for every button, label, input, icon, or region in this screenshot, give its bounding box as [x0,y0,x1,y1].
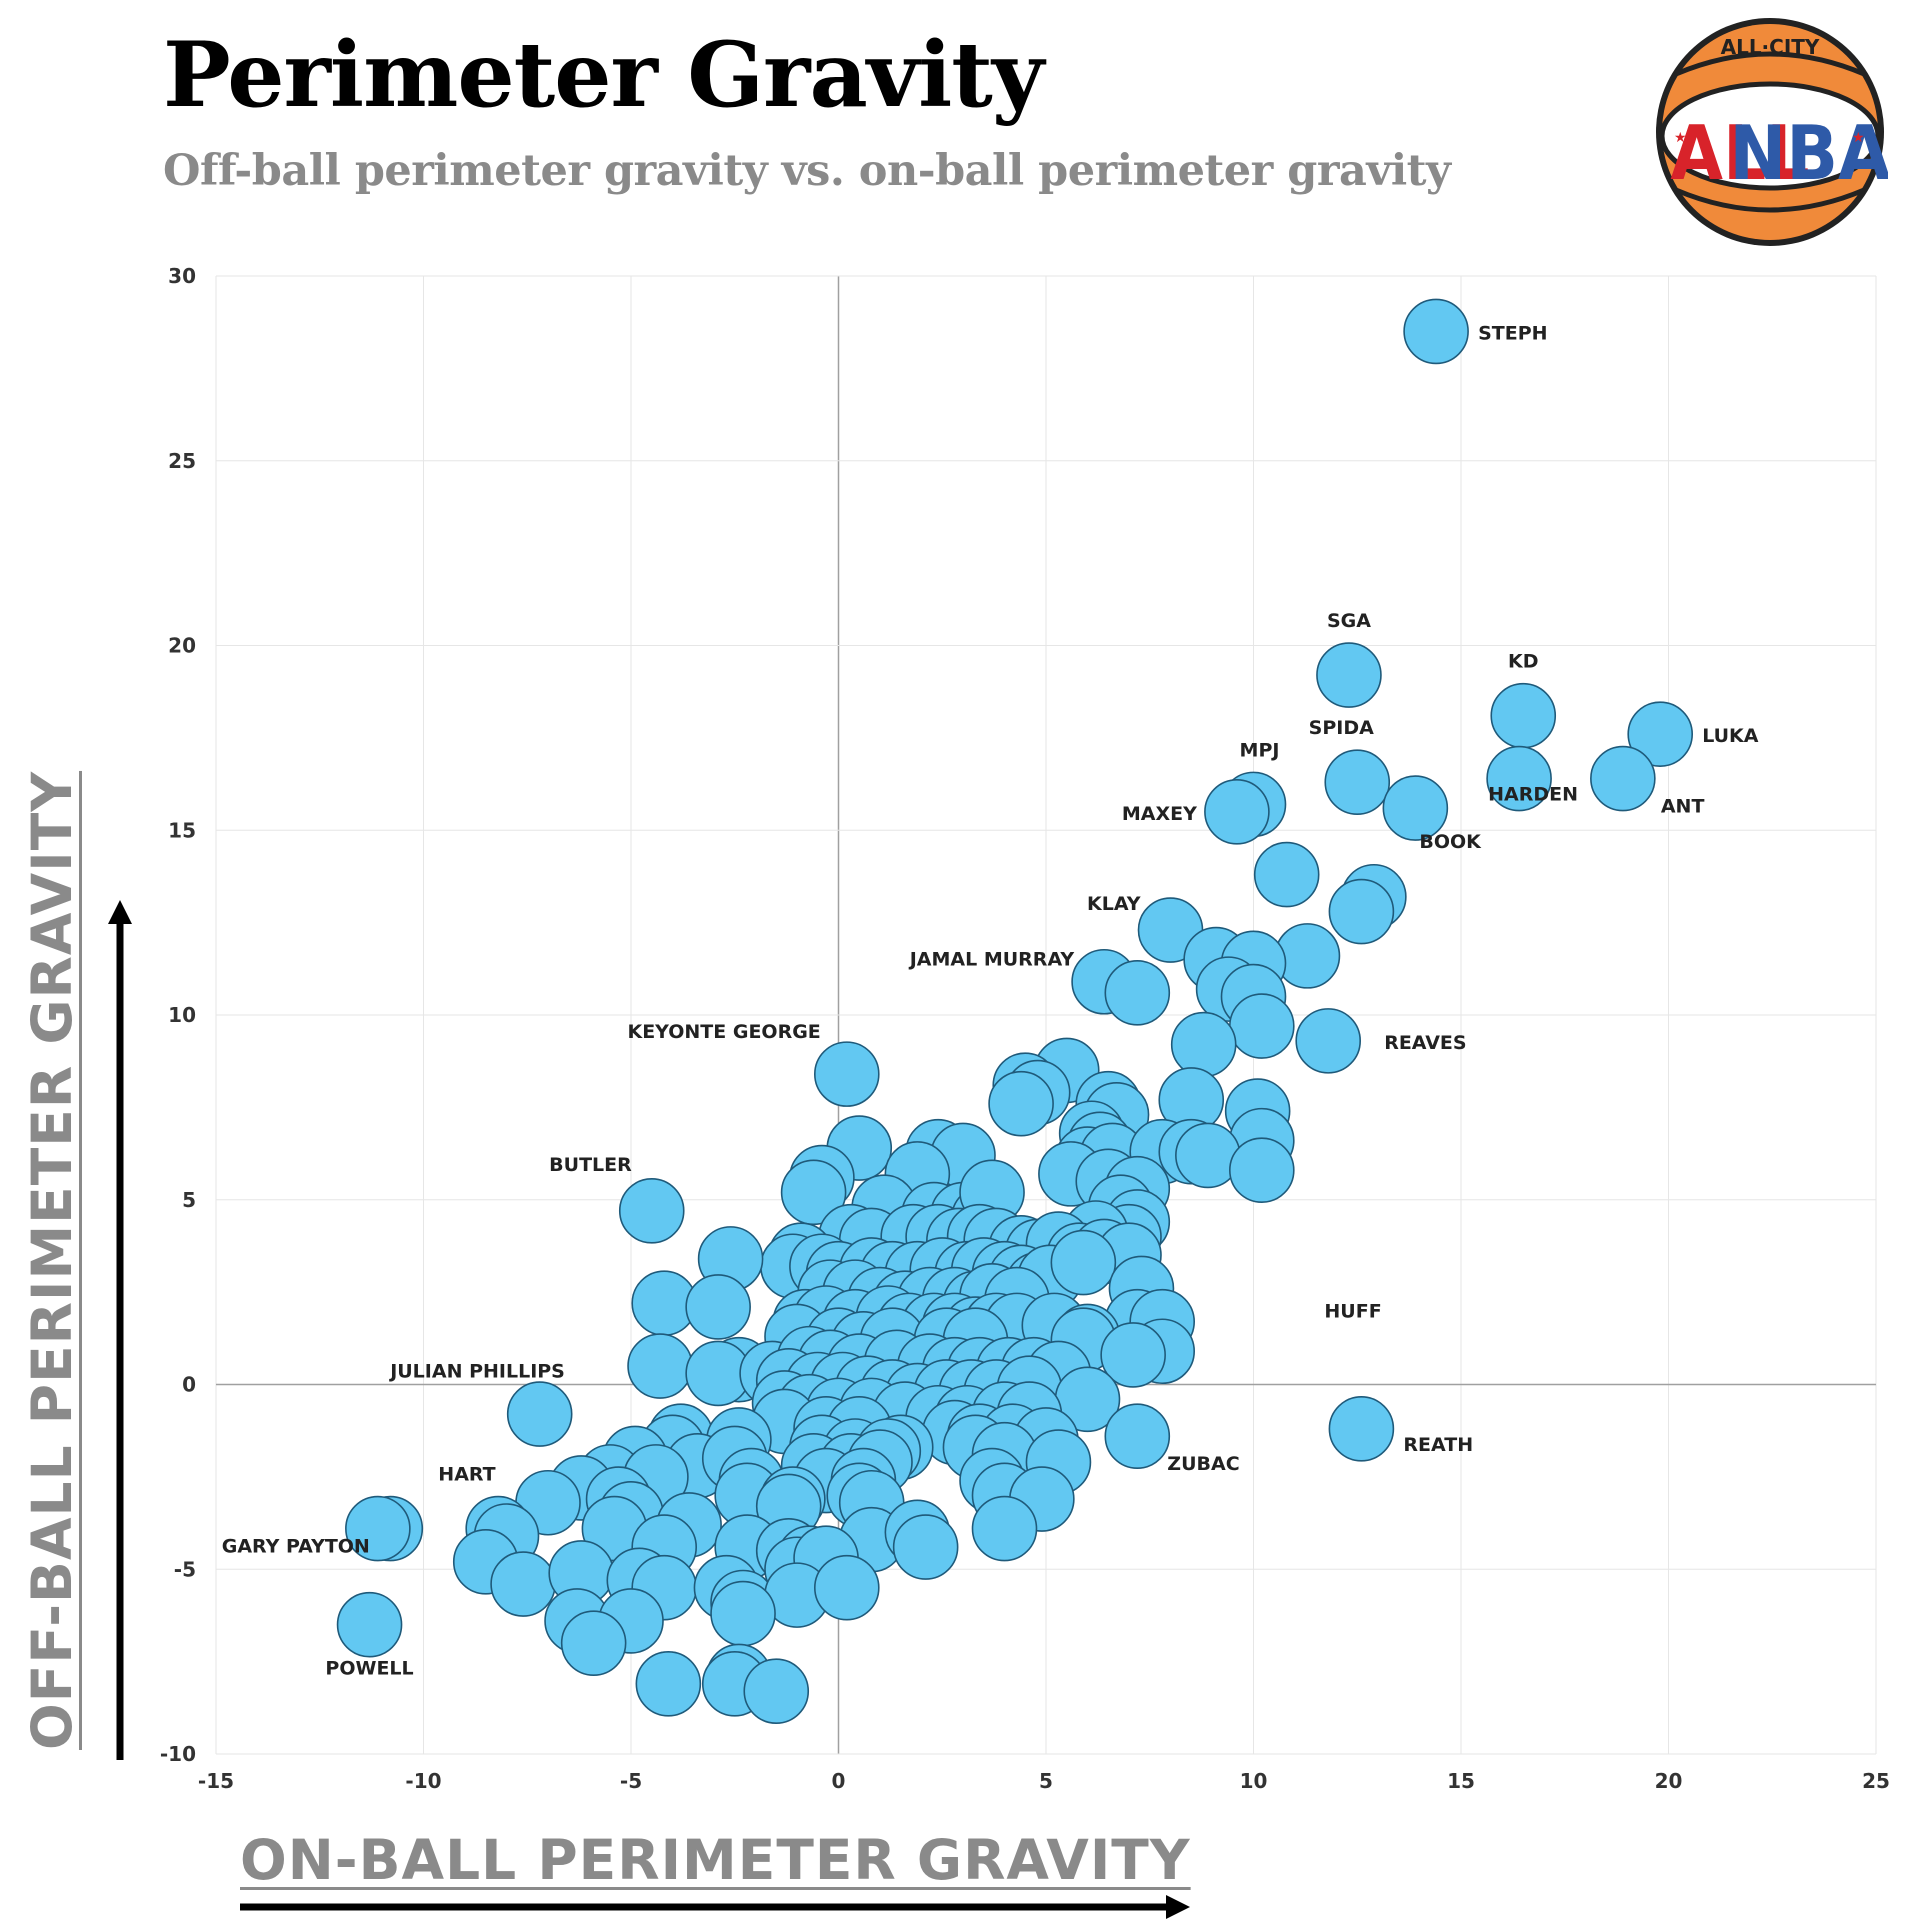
data-point [618,1178,685,1244]
data-point [1104,1403,1171,1470]
point-label: POWELL [325,1658,413,1680]
y-tick-label: 0 [182,1373,196,1397]
point-label: GARY PAYTON [222,1536,370,1558]
x-tick-label: -5 [620,1769,642,1793]
data-point [1253,841,1320,908]
y-tick-label: 5 [182,1188,196,1212]
y-axis-title: OFF-BALL PERIMETER GRAVITY [20,770,84,1750]
data-point [1104,960,1171,1026]
x-tick-label: 20 [1655,1769,1683,1793]
y-tick-label: 20 [168,634,196,658]
chart-grid [215,275,1877,1755]
data-point [971,1495,1038,1562]
x-axis-arrow-icon [240,1895,1190,1919]
point-label: STEPH [1478,322,1547,344]
point-label: LUKA [1702,725,1759,747]
data-point [813,1554,880,1621]
point-label: HART [438,1464,495,1486]
point-label: ANT [1661,796,1705,818]
point-label: MAXEY [1122,803,1197,825]
data-point [988,1070,1054,1137]
data-point [1324,749,1391,816]
data-point [1316,642,1382,708]
logo-nba-text: NBA [1729,110,1888,197]
logo-top-text: ALL·CITY [1721,35,1820,59]
point-label: MPJ [1240,739,1280,761]
data-point [345,1495,411,1562]
data-point [506,1381,573,1447]
all-city-all-nba-logo: ALL·CITY ALL NBA ★ ★ [1656,18,1888,246]
data-point [1590,745,1656,812]
data-point [1490,682,1557,749]
data-point [336,1591,403,1658]
point-label: ZUBAC [1167,1453,1239,1475]
point-label: JULIAN PHILLIPS [388,1361,565,1383]
x-axis-title: ON-BALL PERIMETER GRAVITY [240,1828,1191,1892]
y-axis-arrow-icon [108,900,132,1760]
data-point [490,1551,556,1617]
data-point [1229,1137,1295,1203]
y-tick-label: 30 [168,264,196,288]
y-tick-label: -10 [160,1742,196,1766]
point-label: KLAY [1087,893,1141,915]
logo-star-left-icon: ★ [1674,130,1687,146]
y-tick-label: 10 [168,1003,196,1027]
x-tick-label: -10 [405,1769,441,1793]
y-tick-label: 15 [168,818,196,842]
point-label: REAVES [1384,1032,1466,1054]
point-label: REATH [1403,1434,1473,1456]
data-point [780,1159,847,1226]
x-tick-label: 0 [832,1769,846,1793]
chart-points [336,298,1693,1724]
point-label: KEYONTE GEORGE [627,1021,820,1043]
data-point [1204,778,1270,845]
data-point [892,1514,959,1580]
data-point [1382,775,1449,841]
x-tick-label: 5 [1039,1769,1053,1793]
point-label: HARDEN [1488,784,1578,806]
data-point [1403,298,1469,365]
x-tick-label: -15 [198,1769,234,1793]
point-label: JAMAL MURRAY [908,949,1075,971]
data-point [1328,878,1395,945]
data-point [1229,993,1295,1059]
point-label: BUTLER [549,1154,632,1176]
page-subtitle: Off-ball perimeter gravity vs. on-ball p… [163,146,1451,196]
data-point [710,1580,776,1647]
data-point [560,1610,627,1676]
y-tick-label: 25 [168,449,196,473]
data-point [685,1274,751,1340]
x-tick-label: 10 [1240,1769,1268,1793]
point-label: HUFF [1324,1301,1381,1323]
y-tick-label: -5 [174,1557,196,1581]
data-point [627,1333,693,1399]
data-point [743,1658,810,1724]
x-tick-label: 25 [1862,1769,1890,1793]
x-tick-label: 15 [1447,1769,1475,1793]
point-label: SGA [1327,610,1371,632]
data-point [635,1650,702,1717]
point-label: SPIDA [1309,717,1374,739]
data-point [1328,1396,1395,1462]
data-point [813,1041,880,1107]
point-label: KD [1508,651,1539,673]
logo-star-right-icon: ★ [1852,130,1865,146]
data-point [1050,1229,1117,1296]
data-point [1170,1011,1237,1078]
chart-point-labels: STEPH SGA KD LUKA SPIDA MPJ HARDEN ANT MAXEY BOOK… [222,322,1759,1679]
data-point [1627,701,1693,767]
data-point [1486,745,1552,812]
logo-all-text: ALL [1670,110,1809,197]
page-title: Perimeter Gravity [163,22,1044,128]
data-point [1100,1322,1166,1388]
point-label: BOOK [1419,831,1482,853]
data-point [1295,1008,1361,1074]
